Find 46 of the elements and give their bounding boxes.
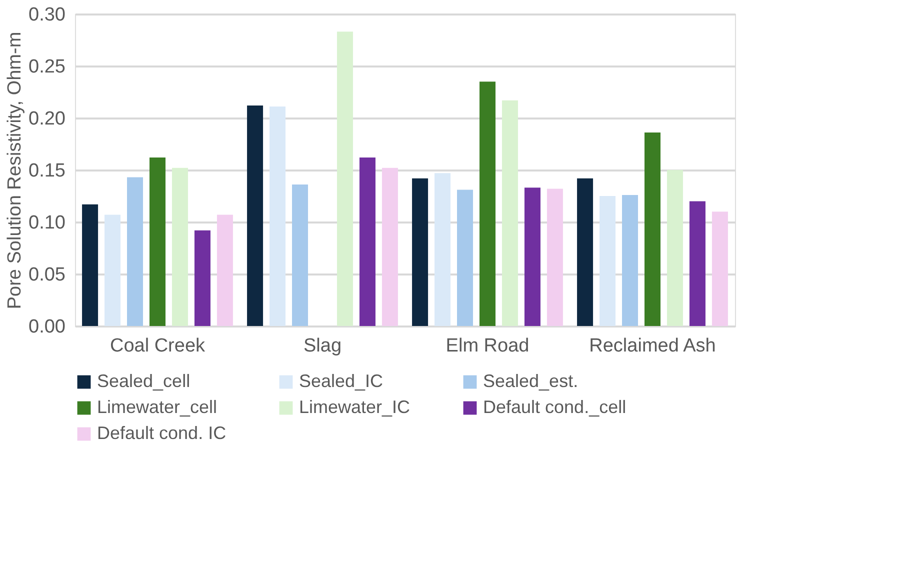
legend-label: Sealed_est. [483,371,578,391]
x-tick-label: Elm Road [446,336,530,356]
y-tick-label: 0.10 [28,212,66,234]
bar [194,230,210,326]
legend-label: Sealed_cell [97,371,190,391]
bar [457,190,474,326]
y-tick-label: 0.00 [28,316,66,338]
y-tick-label: 0.15 [28,160,66,182]
bar [127,177,144,326]
bar [502,100,518,326]
bar [270,106,286,326]
bar [336,32,353,326]
bar [412,178,428,326]
x-tick-label: Slag [303,336,342,356]
bar [434,173,451,326]
bar [150,158,166,326]
bar [666,170,683,326]
bar [689,201,706,326]
y-tick-label: 0.20 [28,108,66,130]
legend-label: Default cond. IC [97,423,226,443]
bar [644,132,660,326]
bar [292,184,308,326]
bar [712,212,728,326]
bar [480,82,496,326]
bar [577,178,594,326]
y-tick-label: 0.05 [28,264,66,286]
y-tick-label: 0.30 [28,4,66,26]
bar [359,158,376,326]
bar [600,196,616,326]
legend-label: Sealed_IC [299,371,384,391]
y-tick-label: 0.25 [28,56,66,78]
bar [104,214,121,326]
bar [82,204,98,326]
bar [524,188,540,326]
x-tick-label: Coal Creek [110,336,206,356]
legend-label: Limewater_IC [299,397,410,417]
bar [172,168,188,326]
bar [546,188,563,326]
x-tick-label: Reclaimed Ash [589,336,716,356]
legend-label: Limewater_cell [97,397,218,417]
bar [382,168,398,326]
bar [622,194,638,326]
bar [216,214,233,326]
y-axis-title: Pore Solution Resistivity, Ohm-m [4,32,26,310]
legend-label: Default cond._cell [483,397,626,417]
bar [247,106,264,326]
